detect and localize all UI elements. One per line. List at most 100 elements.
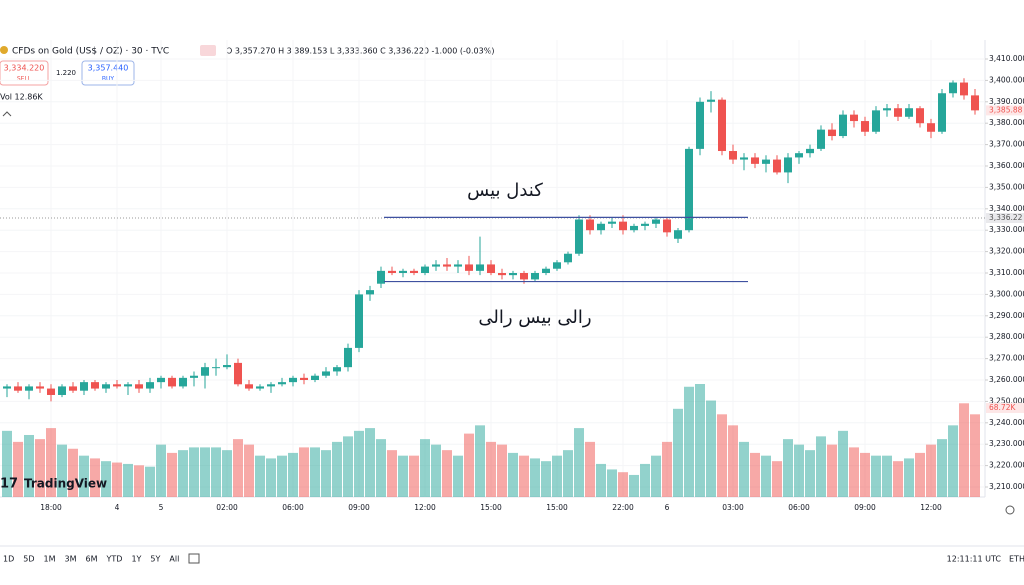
range-button[interactable]: 6M <box>86 555 98 564</box>
range-button[interactable]: 1D <box>3 555 14 564</box>
candle-body <box>740 157 748 160</box>
y-tick-label: 3,240.000 <box>989 418 1024 427</box>
x-tick-label: 02:00 <box>216 503 238 512</box>
candle-body <box>36 386 44 389</box>
range-button[interactable]: All <box>169 555 179 564</box>
volume-bar <box>651 455 661 497</box>
y-tick-label: 3,230.000 <box>989 439 1024 448</box>
y-tick-label: 3,360.000 <box>989 161 1024 170</box>
price-tag-label: 3,336.22 <box>989 213 1023 222</box>
volume-bar <box>816 436 826 497</box>
volume-bar <box>541 461 551 497</box>
candle-body <box>652 219 660 224</box>
volume-bar <box>596 463 606 497</box>
price-tag <box>986 403 1024 413</box>
candle-body <box>476 264 484 271</box>
range-button[interactable]: 5D <box>23 555 34 564</box>
candle-body <box>894 108 902 117</box>
candle-body <box>663 219 671 233</box>
candle-body <box>586 219 594 231</box>
range-button[interactable]: 1M <box>44 555 56 564</box>
candle-body <box>872 110 880 132</box>
symbol-title[interactable]: CFDs on Gold (US$ / OZ) · 30 · TVC <box>12 47 169 57</box>
volume-bar <box>772 461 782 497</box>
range-button[interactable]: YTD <box>106 555 123 564</box>
candle-body <box>608 221 616 224</box>
session[interactable]: ETH <box>1009 555 1024 564</box>
volume-bar <box>563 450 573 497</box>
clock: 12:11:11 UTC <box>947 555 1002 564</box>
y-tick-label: 3,380.000 <box>989 118 1024 127</box>
collapse-icon[interactable] <box>2 111 12 117</box>
candle-body <box>553 262 561 269</box>
candle-body <box>883 108 891 111</box>
candle-body <box>168 377 176 387</box>
y-tick-label: 3,320.000 <box>989 247 1024 256</box>
y-tick-label: 3,300.000 <box>989 289 1024 298</box>
volume-bar <box>574 428 584 497</box>
volume-bar <box>189 447 199 497</box>
volume-bar <box>24 434 34 497</box>
y-tick-label: 3,260.000 <box>989 375 1024 384</box>
volume-bar <box>442 450 452 497</box>
flag <box>200 45 216 56</box>
date-range-icon[interactable] <box>188 553 200 564</box>
y-tick-label: 3,370.000 <box>989 140 1024 149</box>
x-tick-label: 18:00 <box>40 503 62 512</box>
candle-body <box>960 82 968 96</box>
range-button[interactable]: 1Y <box>131 555 141 564</box>
range-button[interactable]: 5Y <box>150 555 160 564</box>
candle-body <box>498 273 506 276</box>
volume-bar <box>90 458 100 497</box>
buy-button[interactable] <box>81 60 135 86</box>
candle-body <box>344 347 352 368</box>
candle-body <box>146 382 154 389</box>
sell-button[interactable] <box>0 60 49 86</box>
candle-body <box>861 121 869 132</box>
candle-body <box>245 384 253 389</box>
settings-icon[interactable] <box>1005 505 1015 515</box>
y-tick-label: 3,290.000 <box>989 311 1024 320</box>
volume-bar <box>156 444 166 497</box>
candle-body <box>619 221 627 231</box>
volume-bar <box>783 439 793 497</box>
volume-bar <box>409 455 419 497</box>
volume-bar <box>684 386 694 497</box>
volume-bar <box>123 463 133 497</box>
volume-bar <box>838 430 848 497</box>
candle-body <box>377 270 385 284</box>
volume-bar <box>585 441 595 497</box>
x-tick-label: 09:00 <box>348 503 370 512</box>
buy-label: BUY <box>102 76 115 83</box>
volume-bar <box>79 455 89 497</box>
candle-body <box>135 384 143 389</box>
volume-bar <box>739 441 749 497</box>
candle-body <box>696 101 704 149</box>
volume-bar <box>915 452 925 497</box>
volume-bar <box>387 450 397 497</box>
candle-body <box>465 264 473 271</box>
candle-body <box>399 270 407 273</box>
candle-body <box>179 377 187 387</box>
price-tag <box>986 105 1024 116</box>
candle-body <box>421 266 429 273</box>
candle-body <box>58 386 66 395</box>
candle-body <box>410 270 418 273</box>
candle-body <box>916 108 924 124</box>
candle-body <box>355 294 363 348</box>
candle-body <box>575 219 583 254</box>
y-tick-label: 3,340.000 <box>989 204 1024 213</box>
x-tick-label: 09:00 <box>854 503 876 512</box>
candle-body <box>850 114 858 122</box>
x-tick-label: 12:00 <box>920 503 942 512</box>
volume-bar <box>618 472 628 497</box>
candle-body <box>971 95 979 111</box>
x-tick-label: 6 <box>665 503 670 512</box>
sell-price: 3,334.220 <box>4 64 45 73</box>
candle-body <box>234 362 242 385</box>
x-tick-label: 06:00 <box>788 503 810 512</box>
candle-body <box>718 99 726 152</box>
range-button[interactable]: 3M <box>65 555 77 564</box>
volume-bar <box>464 433 474 497</box>
volume-bar <box>35 439 45 497</box>
